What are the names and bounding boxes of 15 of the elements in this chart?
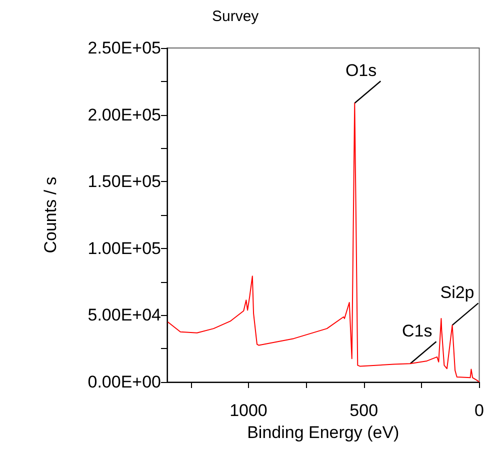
- y-tick-label: 1.50E+05: [88, 172, 161, 192]
- x-tick-label: 1000: [230, 401, 268, 420]
- x-tick-label: 0: [474, 401, 484, 420]
- y-tick-label: 5.00E+04: [88, 306, 161, 325]
- y-tick-label: 2.00E+05: [88, 105, 161, 124]
- x-axis-title: Binding Energy (eV): [247, 422, 400, 442]
- annotation: Si2p: [440, 283, 474, 302]
- annotation: O1s: [345, 61, 377, 80]
- annotation: C1s: [402, 322, 432, 341]
- y-tick-label: 1.00E+05: [88, 238, 161, 258]
- y-tick-label: 2.50E+05: [88, 38, 161, 58]
- y-axis-title: Counts / s: [41, 176, 60, 254]
- y-tick-label: 0.00E+00: [88, 372, 161, 392]
- x-tick-label: 500: [350, 401, 378, 420]
- chart-title: Survey: [212, 8, 260, 25]
